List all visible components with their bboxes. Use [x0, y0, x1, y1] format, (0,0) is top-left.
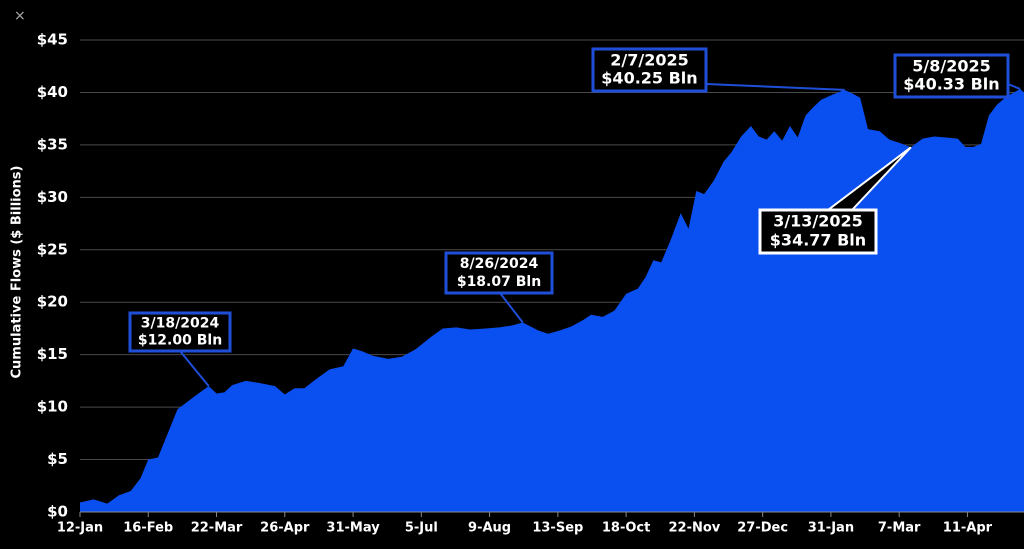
- y-tick-label: $10: [37, 398, 68, 416]
- x-tick-label: 22-Mar: [191, 521, 243, 536]
- y-tick-label: $20: [37, 293, 68, 311]
- annotation-date: 8/26/2024: [460, 256, 539, 272]
- x-tick-label: 5-Jul: [405, 521, 438, 536]
- annotation-date: 3/13/2025: [773, 212, 863, 231]
- x-tick-label: 18-Oct: [602, 521, 650, 536]
- y-tick-label: $40: [37, 83, 68, 101]
- annotation-pointer: [179, 350, 210, 387]
- annotation: 5/8/2025$40.33 Bln: [893, 53, 1021, 99]
- x-tick-label: 27-Dec: [737, 521, 788, 536]
- annotation: 8/26/2024 $18.07 Bln: [444, 251, 554, 324]
- annotation-date: 5/8/2025: [912, 56, 990, 75]
- x-tick-label: 7-Mar: [878, 521, 921, 536]
- annotation-box: [758, 208, 878, 255]
- x-tick-label: 22-Nov: [668, 521, 720, 536]
- y-tick-label: $25: [37, 240, 68, 258]
- annotation: 2/7/2025$40.25 Bln: [591, 47, 845, 93]
- annotation-value: $12.00 Bln: [138, 332, 222, 348]
- y-tick-label: $30: [37, 188, 68, 206]
- x-tick-label: 9-Aug: [468, 521, 511, 536]
- annotation-box: [128, 311, 232, 353]
- y-tick-label: $5: [47, 450, 68, 468]
- x-tick-label: 11-Apr: [943, 521, 993, 536]
- y-axis-label: Cumulative Flows ($ Billions): [10, 166, 25, 379]
- annotation-pointer: [499, 292, 524, 324]
- annotation-value: $40.25 Bln: [601, 69, 697, 88]
- annotation-pointer: [1007, 83, 1021, 90]
- annotation-value: $18.07 Bln: [457, 274, 541, 290]
- y-tick-label: $0: [47, 503, 68, 521]
- x-tick-label: 26-Apr: [260, 521, 310, 536]
- annotation-date: 3/18/2024: [141, 316, 220, 332]
- annotation: 3/13/2025$34.77 Bln: [758, 146, 912, 255]
- annotation-pointer: [705, 83, 845, 91]
- annotation: 3/18/2024$12.00 Bln: [128, 311, 232, 387]
- annotation-box: [591, 47, 708, 93]
- y-tick-label: $15: [37, 345, 68, 363]
- y-tick-label: $45: [37, 31, 68, 49]
- y-tick-label: $35: [37, 135, 68, 153]
- annotation-date: 2/7/2025: [610, 50, 688, 69]
- area: [80, 88, 1024, 513]
- annotation-box: [444, 251, 554, 295]
- x-tick-label: 12-Jan: [57, 521, 103, 536]
- annotation-value: $40.33 Bln: [903, 75, 999, 94]
- close-icon[interactable]: ×: [14, 8, 26, 24]
- x-tick-label: 13-Sep: [532, 521, 583, 536]
- x-tick-label: 16-Feb: [123, 521, 173, 536]
- annotation-value: $34.77 Bln: [770, 230, 866, 249]
- x-tick-label: 31-May: [326, 521, 380, 536]
- x-tick-label: 31-Jan: [808, 521, 854, 536]
- annotation-box: [893, 53, 1010, 99]
